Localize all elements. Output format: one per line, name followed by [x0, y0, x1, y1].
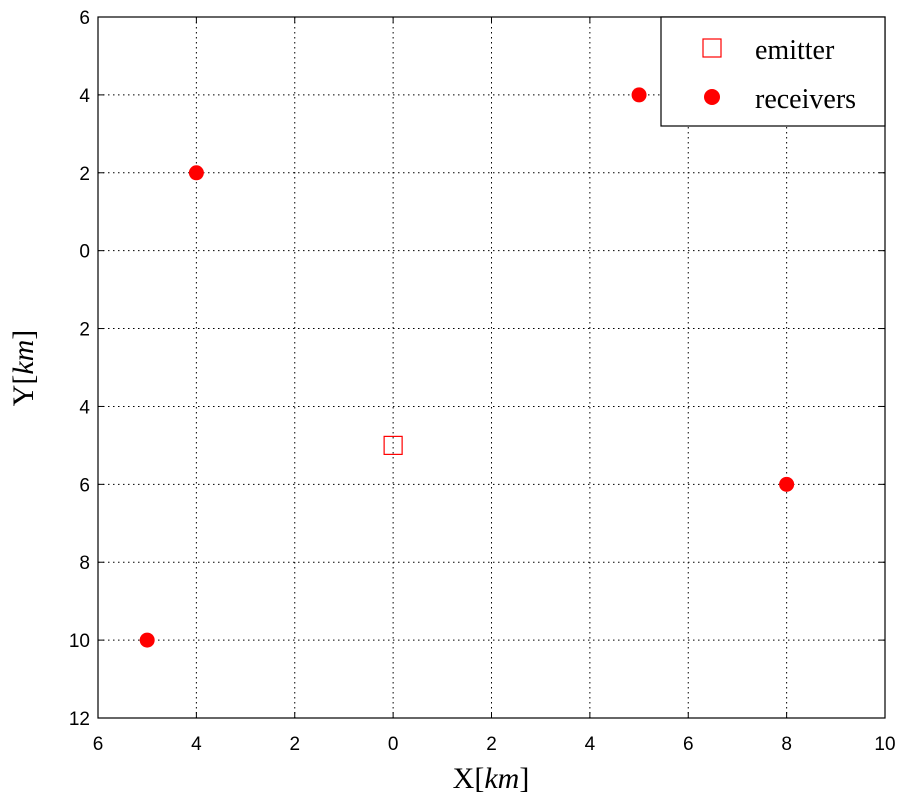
- x-tick-label: 8: [781, 734, 792, 755]
- y-tick-label: 2: [79, 164, 90, 185]
- y-tick-label: 6: [79, 475, 90, 496]
- receiver-marker: [139, 632, 155, 648]
- x-tick-label: 10: [874, 734, 895, 755]
- y-tick-label: 8: [79, 553, 90, 574]
- x-tick-label: 4: [585, 734, 596, 755]
- x-tick-label: 6: [93, 734, 104, 755]
- legend-emitter-marker: [702, 38, 722, 58]
- y-tick-label: 2: [79, 320, 90, 341]
- x-axis-label: X[km]: [453, 762, 530, 795]
- x-tick-label: 2: [486, 734, 497, 755]
- y-tick-label: 4: [79, 86, 90, 107]
- legend-receivers-marker: [704, 89, 720, 105]
- legend-receivers-label: receivers: [755, 84, 856, 115]
- y-axis-label: Y[km]: [7, 330, 40, 407]
- legend-box: [660, 16, 886, 127]
- receiver-marker: [188, 165, 204, 181]
- legend: emitter receivers: [660, 16, 886, 127]
- receiver-marker: [631, 87, 647, 103]
- x-tick-label: 2: [289, 734, 300, 755]
- y-tick-label: 4: [79, 397, 90, 418]
- tick-labels: 6 4 2 0 2 4 6 8 10 6 4 2 0 2 4 6 8 10 12: [69, 8, 896, 755]
- axis-ticks: [97, 16, 886, 719]
- emitter-marker: [383, 435, 403, 455]
- y-tick-label: 10: [69, 631, 90, 652]
- x-tick-label: 4: [191, 734, 202, 755]
- y-tick-label: 6: [79, 8, 90, 29]
- receiver-marker: [779, 476, 795, 492]
- x-tick-label: 6: [683, 734, 694, 755]
- y-tick-label: 12: [69, 709, 90, 730]
- legend-emitter-label: emitter: [755, 35, 835, 66]
- grid: [98, 17, 885, 718]
- y-tick-label: 0: [79, 242, 90, 263]
- x-tick-label: 0: [388, 734, 399, 755]
- data-markers: [139, 87, 795, 648]
